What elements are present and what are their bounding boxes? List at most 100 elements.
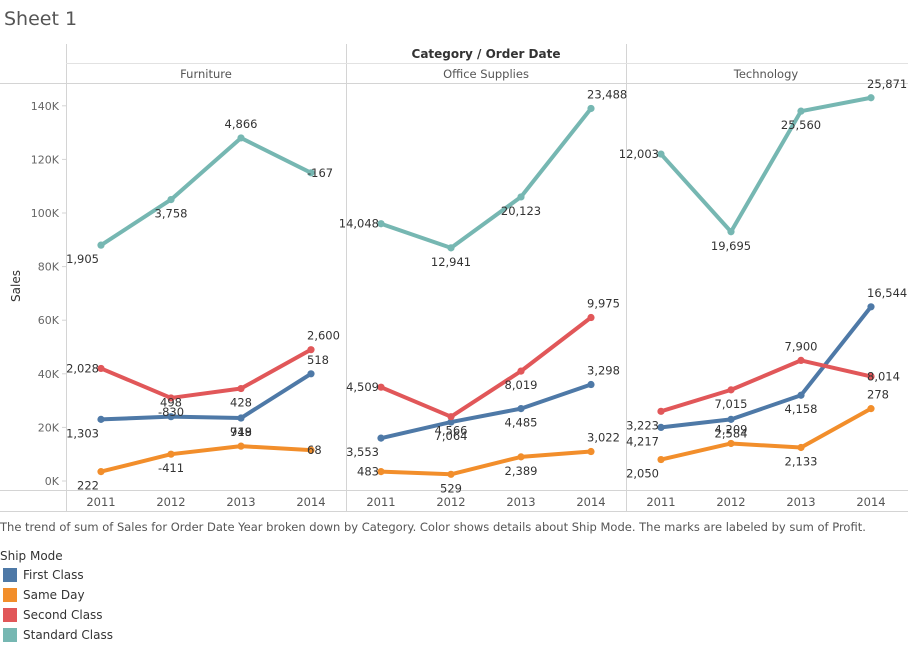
legend-item-second-class[interactable]: Second Class xyxy=(0,605,113,625)
y-tick-label: 40K xyxy=(38,368,60,381)
x-tick-label: 2011 xyxy=(366,495,395,509)
data-label: 483 xyxy=(357,465,379,479)
data-point xyxy=(237,414,245,422)
data-label: 68 xyxy=(307,443,322,457)
series-line xyxy=(659,304,873,430)
data-point xyxy=(867,372,875,381)
series-line xyxy=(99,347,313,400)
legend: Ship Mode First Class Same Day Second Cl… xyxy=(0,549,113,645)
data-point xyxy=(447,244,455,252)
data-label: 2,389 xyxy=(505,464,538,478)
legend-item-first-class[interactable]: First Class xyxy=(0,565,113,585)
data-point xyxy=(97,364,105,373)
data-point xyxy=(867,405,875,413)
data-point xyxy=(797,391,805,399)
y-tick-label: 140K xyxy=(31,100,60,113)
data-label: 23,488 xyxy=(587,87,627,101)
data-label: 919 xyxy=(230,425,252,439)
category-header: Furniture xyxy=(180,67,232,81)
y-tick-label: 20K xyxy=(38,421,60,434)
data-point xyxy=(867,94,875,102)
data-point xyxy=(237,442,245,450)
series-line xyxy=(379,106,593,250)
data-point xyxy=(587,447,595,456)
y-tick-label: 120K xyxy=(31,153,60,166)
x-tick-label: 2013 xyxy=(786,495,815,509)
data-point xyxy=(727,228,735,236)
x-tick-label: 2011 xyxy=(86,495,115,509)
series-line xyxy=(99,135,313,248)
data-label: 1,905 xyxy=(66,252,99,266)
data-label: 518 xyxy=(307,353,329,367)
data-label: 4,485 xyxy=(505,416,538,430)
data-point xyxy=(657,407,665,415)
data-point xyxy=(797,356,805,364)
data-point xyxy=(867,303,875,311)
x-tick-label: 2014 xyxy=(296,495,325,509)
data-point xyxy=(797,443,805,452)
data-point xyxy=(657,423,665,431)
data-label: 498 xyxy=(160,396,182,410)
series-line xyxy=(99,444,313,474)
data-label: 2,050 xyxy=(626,467,659,481)
data-label: 16,544 xyxy=(867,286,907,300)
data-point xyxy=(587,380,595,389)
x-tick-label: 2012 xyxy=(436,495,465,509)
data-point xyxy=(517,367,525,375)
data-point xyxy=(727,415,735,423)
data-point xyxy=(657,455,665,464)
category-header: Office Supplies xyxy=(443,67,529,81)
data-label: 3,553 xyxy=(346,445,379,459)
data-label: 3,022 xyxy=(587,431,620,445)
data-point xyxy=(97,468,105,476)
data-point xyxy=(517,193,525,201)
data-label: 8,014 xyxy=(867,369,900,383)
data-label: 3,298 xyxy=(587,364,620,378)
series-line xyxy=(659,95,873,234)
data-point xyxy=(377,220,385,228)
data-point xyxy=(377,434,385,442)
data-label: 7,015 xyxy=(715,397,748,411)
data-label: 2,584 xyxy=(715,426,748,440)
data-label: 3,758 xyxy=(155,207,188,221)
data-label: 4,566 xyxy=(435,424,468,438)
chart-caption: The trend of sum of Sales for Order Date… xyxy=(0,520,866,534)
legend-item-standard-class[interactable]: Standard Class xyxy=(0,625,113,645)
data-label: 278 xyxy=(867,388,889,402)
legend-label: Standard Class xyxy=(23,628,113,642)
data-point xyxy=(587,313,595,322)
data-point xyxy=(167,413,175,421)
y-tick-label: 80K xyxy=(38,261,60,274)
data-point xyxy=(517,453,525,461)
legend-item-same-day[interactable]: Same Day xyxy=(0,585,113,605)
data-label: 2,600 xyxy=(307,329,340,343)
data-point xyxy=(727,439,735,448)
data-label: 12,941 xyxy=(431,255,471,269)
category-header: Technology xyxy=(733,67,799,81)
data-label: 7,900 xyxy=(785,339,818,353)
data-label: 3,223 xyxy=(626,418,659,432)
data-label: 428 xyxy=(230,396,252,410)
data-point xyxy=(447,418,455,426)
data-label: 20,123 xyxy=(501,204,541,218)
chart: Category / Order Date Sales 0K 20K 40K 60K 8… xyxy=(0,44,908,512)
data-point xyxy=(377,468,385,476)
legend-swatch xyxy=(3,568,17,582)
data-label: 9,975 xyxy=(587,297,620,311)
data-point xyxy=(517,405,525,413)
legend-swatch xyxy=(3,588,17,602)
x-tick-label: 2014 xyxy=(576,495,605,509)
x-tick-label: 2012 xyxy=(156,495,185,509)
y-axis-label: Sales xyxy=(9,270,23,302)
data-label: 222 xyxy=(77,479,99,493)
data-label: 4,866 xyxy=(225,117,258,131)
legend-swatch xyxy=(3,628,17,642)
data-label: 529 xyxy=(440,481,462,495)
data-point xyxy=(657,150,665,158)
data-label: 25,871 xyxy=(867,77,907,91)
legend-swatch xyxy=(3,608,17,622)
series-line xyxy=(379,382,593,441)
data-point xyxy=(727,386,735,394)
data-label: 7,064 xyxy=(435,429,468,443)
legend-label: Second Class xyxy=(23,608,103,622)
